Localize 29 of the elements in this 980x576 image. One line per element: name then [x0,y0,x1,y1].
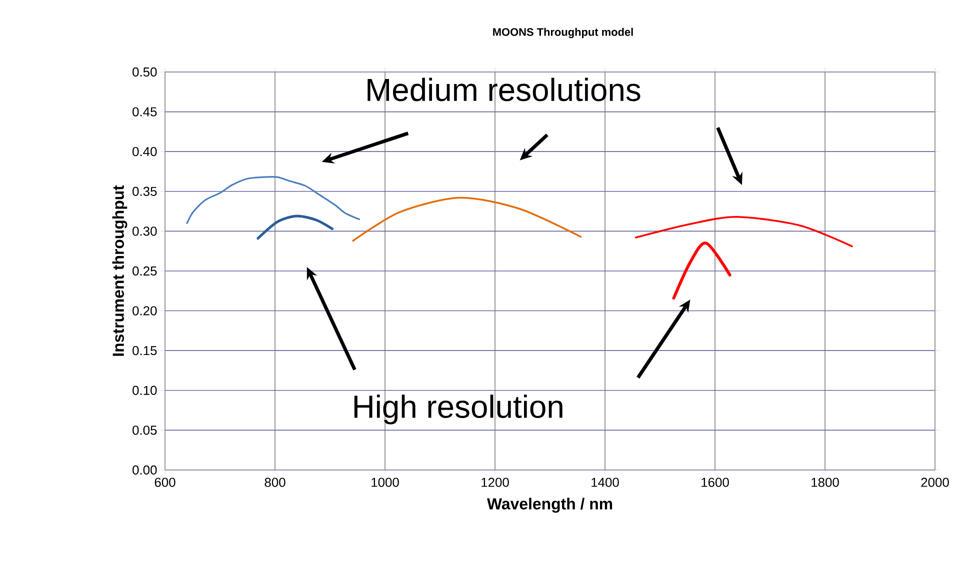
line-series [672,242,732,300]
y-tick-label: 0.20 [132,306,157,316]
y-tick-label: 0.30 [132,226,157,236]
x-tick-label: 2000 [921,478,949,487]
x-tick-label: 800 [264,478,286,487]
chart-title: MOONS Throughput model [493,28,633,38]
y-tick-label: 0.40 [132,147,157,156]
x-tick-label: 1600 [702,478,729,487]
y-tick-label: 0.10 [132,386,157,395]
y-tick-label: 0.15 [132,346,157,356]
line-series [186,176,360,224]
x-tick-label: 1200 [482,478,509,487]
y-tick-label: 0.00 [132,465,157,475]
y-tick-label: 0.25 [132,266,157,276]
line-series [634,216,853,248]
annotation: High resolution [354,394,562,424]
y-tick-label: 0.50 [132,67,157,77]
x-tick-label: 1000 [372,478,399,487]
line-series [256,214,334,240]
annotation: Medium resolutions [368,78,640,102]
line-series [352,196,582,242]
y-tick-label: 0.05 [132,426,157,435]
y-axis-title: Instrument throughput [112,185,128,356]
x-axis-title: Wavelength / nm [486,498,612,513]
x-tick-label: 1800 [812,478,839,487]
y-tick-label: 0.35 [132,186,157,196]
x-tick-label: 600 [154,478,176,487]
x-tick-label: 1400 [592,478,619,487]
y-tick-label: 0.45 [132,107,157,116]
